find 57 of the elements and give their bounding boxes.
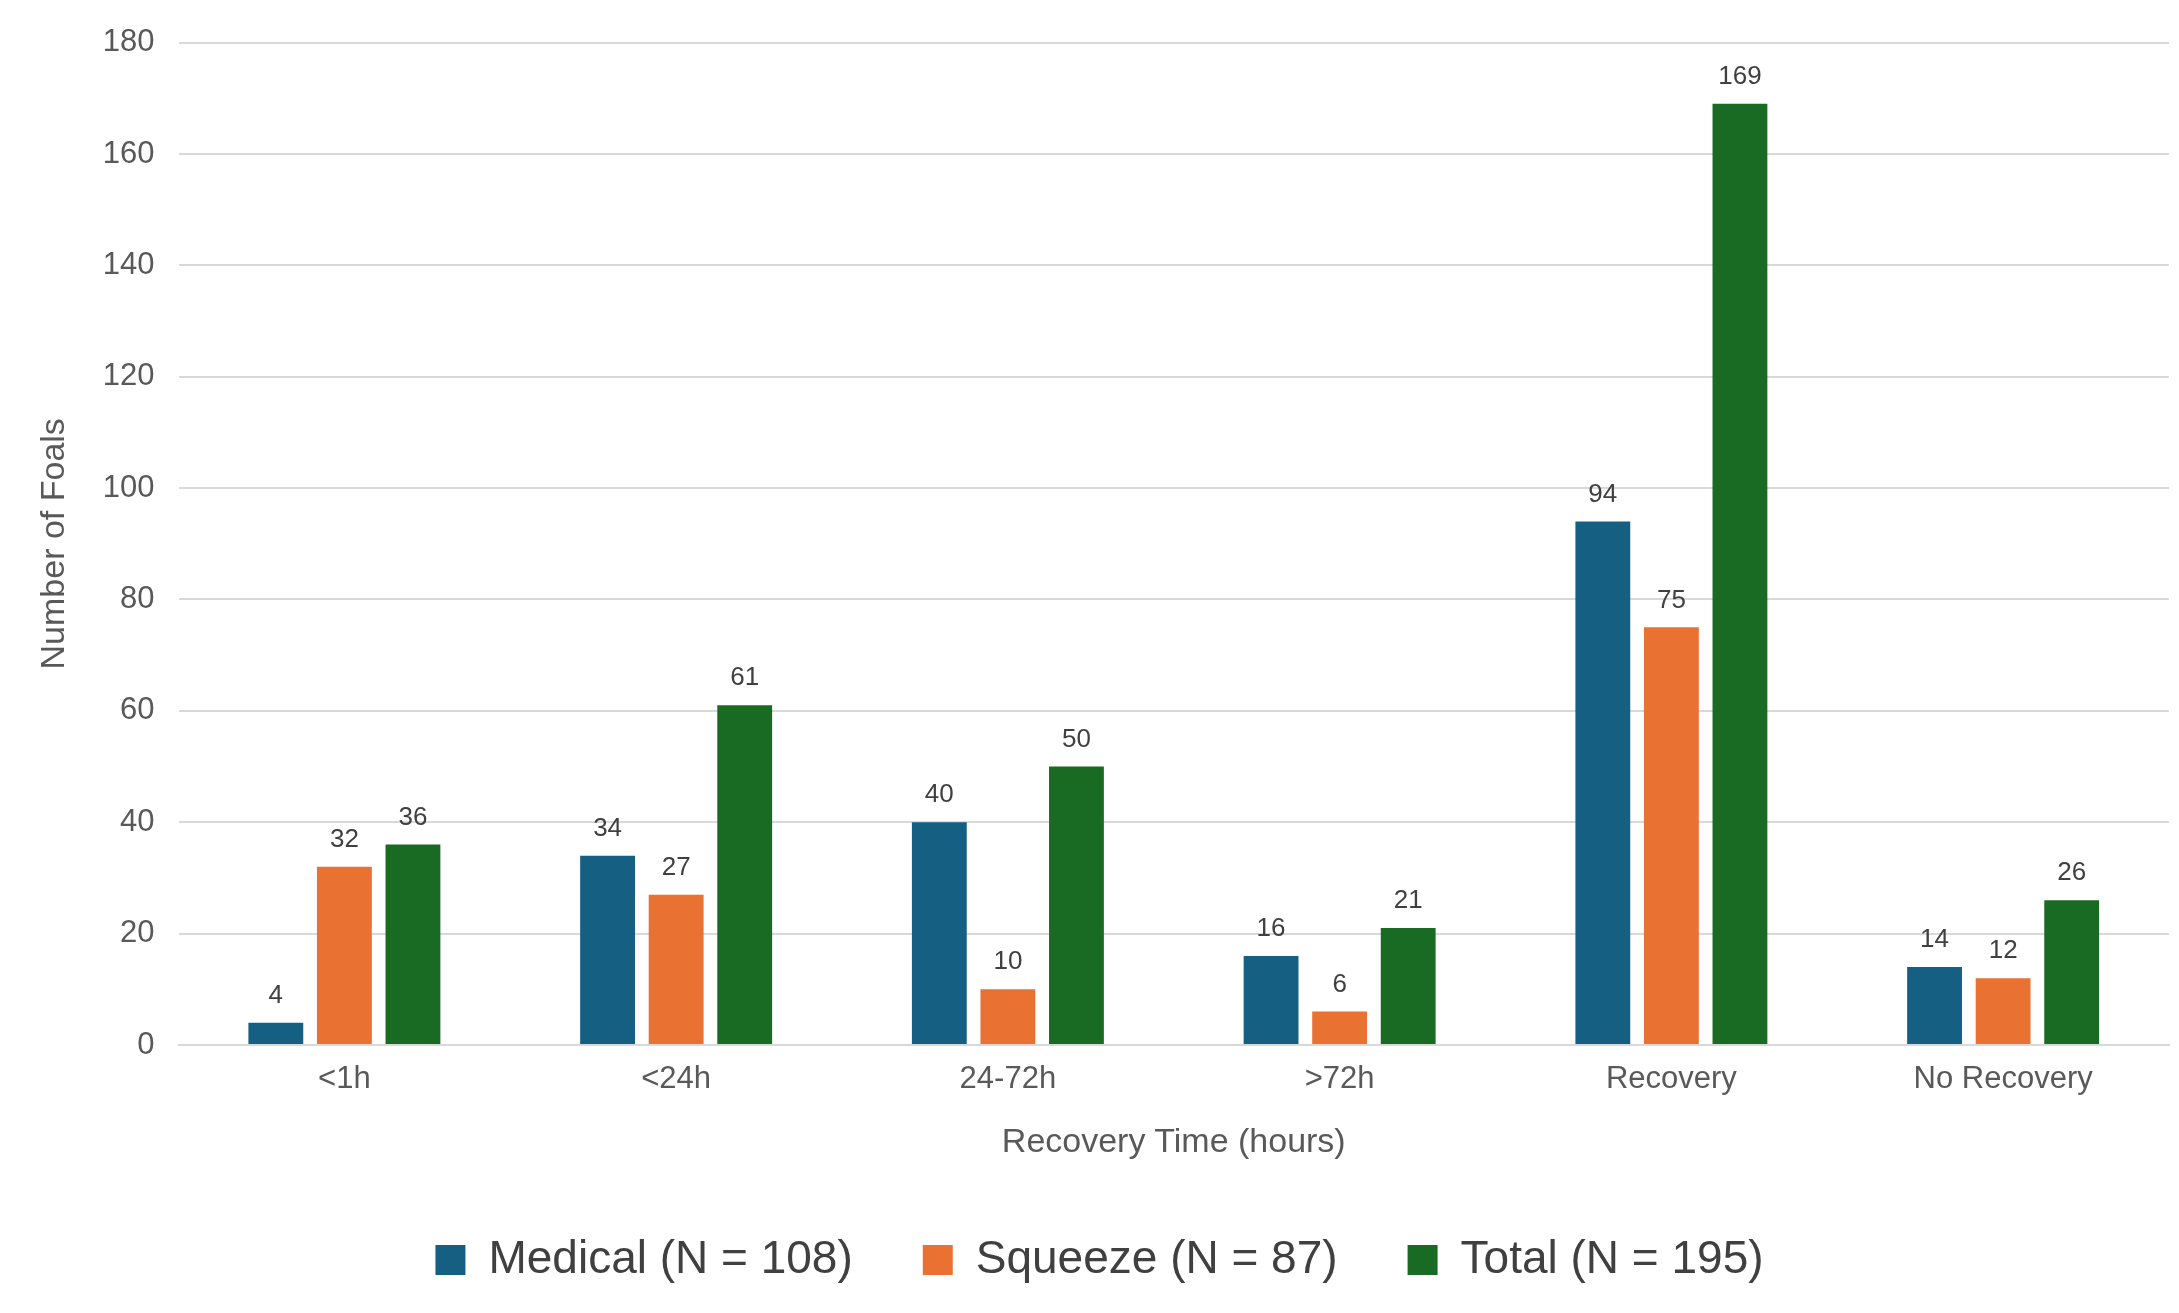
data-label: 16 [1256, 912, 1286, 943]
data-label: 36 [398, 800, 428, 831]
bar [1575, 521, 1631, 1044]
y-tick-label: 80 [120, 580, 155, 616]
data-label: 61 [730, 661, 760, 692]
bar [580, 855, 636, 1044]
y-axis-title: Number of Foals [32, 418, 71, 670]
y-tick-label: 0 [137, 1025, 155, 1061]
data-label: 169 [1718, 60, 1762, 91]
data-label: 26 [2057, 856, 2087, 887]
x-tick-label: >72h [1304, 1060, 1375, 1096]
legend-label: Total (N = 195) [1460, 1230, 1764, 1283]
y-tick-label: 180 [102, 23, 155, 59]
legend-label: Medical (N = 108) [488, 1230, 853, 1283]
bar [248, 1022, 304, 1044]
bar [316, 866, 372, 1044]
bar [1312, 1011, 1368, 1044]
y-tick-label: 100 [102, 468, 155, 504]
data-label: 21 [1393, 884, 1423, 915]
data-label: 50 [1061, 722, 1091, 753]
y-tick-label: 160 [102, 134, 155, 170]
data-label: 4 [268, 978, 284, 1009]
x-tick-label: No Recovery [1913, 1060, 2094, 1096]
bar [1380, 928, 1436, 1044]
data-label: 94 [1588, 477, 1618, 508]
y-tick-label: 120 [102, 357, 155, 393]
y-tick-label: 20 [120, 914, 155, 950]
y-tick-label: 40 [120, 802, 155, 838]
x-axis-title: Recovery Time (hours) [1001, 1120, 1346, 1159]
data-label: 6 [1332, 967, 1347, 998]
bar [2044, 900, 2100, 1044]
bar [385, 844, 441, 1044]
bar [1049, 766, 1104, 1044]
data-label: 12 [1988, 934, 2018, 965]
data-label: 32 [329, 822, 359, 853]
x-tick-label: 24-72h [959, 1060, 1057, 1096]
data-label: 14 [1920, 923, 1950, 954]
y-tick-label: 140 [102, 245, 155, 281]
bar [717, 705, 773, 1044]
bar [1243, 955, 1299, 1044]
x-tick-label: Recovery [1605, 1060, 1738, 1096]
bar [980, 989, 1036, 1044]
x-tick-label: <1h [318, 1060, 371, 1096]
y-tick-label: 60 [120, 691, 155, 727]
bar [1907, 967, 1962, 1044]
legend-label: Squeeze (N = 87) [975, 1230, 1338, 1283]
data-label: 10 [993, 945, 1023, 976]
data-label: 27 [661, 850, 691, 881]
bar [911, 822, 967, 1044]
data-label: 34 [593, 811, 623, 842]
x-tick-label: <24h [641, 1060, 712, 1096]
bar [648, 894, 704, 1044]
bar [1975, 978, 2031, 1044]
bar [1712, 103, 1768, 1044]
data-label: 40 [924, 778, 954, 809]
bar [1643, 627, 1699, 1044]
data-label: 75 [1656, 583, 1686, 614]
